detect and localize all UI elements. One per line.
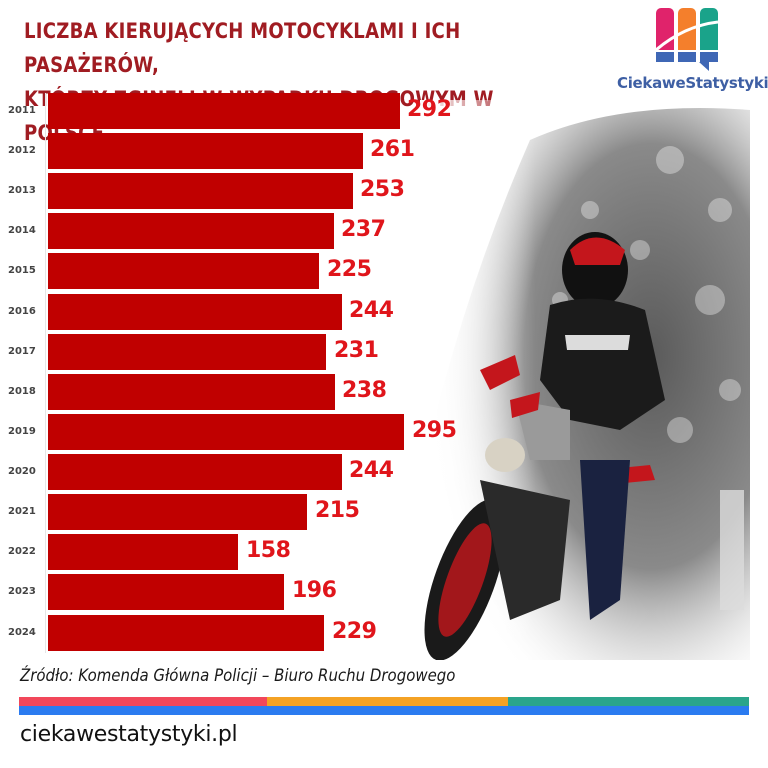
year-label: 2020 bbox=[8, 466, 36, 477]
year-label: 2011 bbox=[8, 105, 36, 116]
bar bbox=[48, 213, 334, 249]
value-label: 244 bbox=[349, 458, 394, 483]
logo-brand-text: CiekaweStatystyki.pl bbox=[617, 74, 768, 92]
value-label: 238 bbox=[342, 378, 387, 403]
value-label: 261 bbox=[370, 137, 415, 162]
stripe-blue bbox=[19, 706, 749, 715]
website-link[interactable]: ciekawestatystyki.pl bbox=[20, 722, 238, 747]
year-label: 2017 bbox=[8, 346, 36, 357]
bar bbox=[48, 454, 342, 490]
logo-trend-arc-icon bbox=[656, 20, 718, 52]
bar bbox=[48, 133, 363, 169]
y-axis-line bbox=[45, 93, 46, 653]
motorcyclist-photo bbox=[420, 100, 750, 660]
bar bbox=[48, 534, 238, 570]
bar bbox=[48, 574, 284, 610]
stripe-teal bbox=[508, 697, 749, 706]
value-label: 225 bbox=[327, 257, 372, 282]
bar bbox=[48, 93, 400, 129]
value-label: 196 bbox=[292, 578, 337, 603]
year-label: 2012 bbox=[8, 145, 36, 156]
bar bbox=[48, 334, 326, 370]
bar bbox=[48, 173, 353, 209]
bar bbox=[48, 294, 342, 330]
stripe-red bbox=[19, 697, 267, 706]
year-label: 2018 bbox=[8, 386, 36, 397]
year-label: 2021 bbox=[8, 506, 36, 517]
bar bbox=[48, 494, 307, 530]
bar bbox=[48, 414, 404, 450]
value-label: 229 bbox=[332, 619, 377, 644]
value-label: 292 bbox=[407, 97, 452, 122]
year-label: 2019 bbox=[8, 426, 36, 437]
source-note: Źródło: Komenda Główna Policji – Biuro R… bbox=[20, 666, 456, 686]
bar bbox=[48, 615, 324, 651]
year-label: 2014 bbox=[8, 225, 36, 236]
value-label: 237 bbox=[341, 217, 386, 242]
title-line-1: Liczba kierujących motocyklami i ich pas… bbox=[24, 19, 461, 77]
year-label: 2016 bbox=[8, 306, 36, 317]
value-label: 295 bbox=[412, 418, 457, 443]
value-label: 253 bbox=[360, 177, 405, 202]
year-label: 2022 bbox=[8, 546, 36, 557]
year-label: 2023 bbox=[8, 586, 36, 597]
value-label: 231 bbox=[334, 338, 379, 363]
brand-logo: CiekaweStatystyki.pl bbox=[617, 8, 768, 98]
bar bbox=[48, 374, 335, 410]
stripe-orange bbox=[267, 697, 508, 706]
value-label: 244 bbox=[349, 298, 394, 323]
year-label: 2015 bbox=[8, 265, 36, 276]
value-label: 158 bbox=[246, 538, 291, 563]
year-label: 2013 bbox=[8, 185, 36, 196]
year-label: 2024 bbox=[8, 627, 36, 638]
bar bbox=[48, 253, 319, 289]
value-label: 215 bbox=[315, 498, 360, 523]
